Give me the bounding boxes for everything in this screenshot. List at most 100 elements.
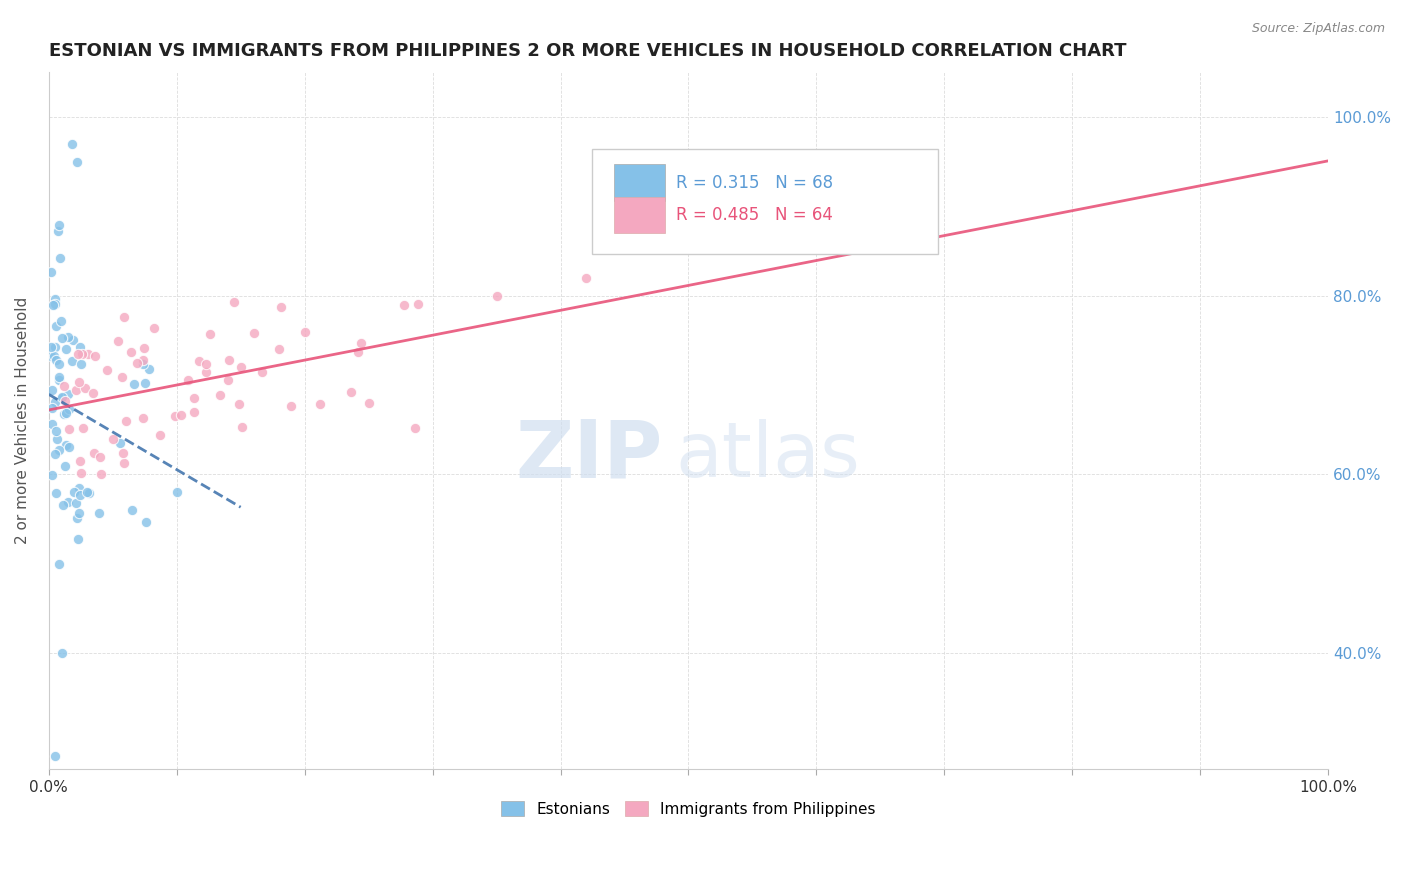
Text: R = 0.315   N = 68: R = 0.315 N = 68 xyxy=(676,174,832,192)
Point xyxy=(67,481,90,495)
Text: Source: ZipAtlas.com: Source: ZipAtlas.com xyxy=(1251,22,1385,36)
Point xyxy=(228,397,250,411)
Point xyxy=(48,442,70,457)
Point xyxy=(45,424,67,438)
Point xyxy=(120,345,142,359)
Point xyxy=(63,485,86,500)
Point xyxy=(208,388,231,402)
Point xyxy=(58,495,80,509)
Point xyxy=(67,375,90,389)
Point xyxy=(177,373,200,387)
Point xyxy=(217,373,239,387)
FancyBboxPatch shape xyxy=(614,164,665,201)
Text: R = 0.485   N = 64: R = 0.485 N = 64 xyxy=(676,206,832,224)
Point xyxy=(39,349,62,363)
Point xyxy=(294,325,316,339)
Point xyxy=(231,419,253,434)
Point xyxy=(46,224,69,238)
Point xyxy=(44,349,66,363)
Point xyxy=(112,446,135,460)
Point xyxy=(44,395,66,409)
Point xyxy=(404,421,426,435)
Point xyxy=(83,349,105,363)
Point xyxy=(77,347,100,361)
Point xyxy=(195,357,218,371)
Point xyxy=(53,393,76,408)
Point xyxy=(135,515,157,529)
Point xyxy=(65,495,87,509)
Point xyxy=(89,450,111,464)
Point xyxy=(121,503,143,517)
Point xyxy=(96,363,118,377)
Legend: Estonians, Immigrants from Philippines: Estonians, Immigrants from Philippines xyxy=(494,793,883,824)
Point xyxy=(149,428,172,442)
Point xyxy=(65,511,87,525)
Point xyxy=(65,383,87,397)
FancyBboxPatch shape xyxy=(592,149,938,253)
Point xyxy=(347,345,370,359)
Point xyxy=(51,314,73,328)
Point xyxy=(132,341,155,355)
Text: ZIP: ZIP xyxy=(516,417,662,495)
Point xyxy=(58,386,80,401)
Point xyxy=(222,295,245,310)
Point xyxy=(79,485,101,500)
Point xyxy=(55,438,77,452)
Point xyxy=(51,646,73,660)
Point xyxy=(107,334,129,348)
Point xyxy=(69,340,91,354)
Point xyxy=(83,446,105,460)
Point xyxy=(575,271,598,285)
Point xyxy=(53,407,76,421)
Point xyxy=(112,456,135,470)
FancyBboxPatch shape xyxy=(614,197,665,234)
Point xyxy=(166,485,188,500)
Point xyxy=(48,219,70,233)
Point xyxy=(58,422,80,436)
Point xyxy=(394,298,416,312)
Point xyxy=(39,265,62,279)
Point xyxy=(114,414,136,428)
Point xyxy=(132,352,155,367)
Point xyxy=(142,321,165,335)
Point xyxy=(52,498,75,512)
Point xyxy=(218,353,240,368)
Point xyxy=(110,436,132,450)
Point xyxy=(357,396,380,410)
Point xyxy=(89,506,111,520)
Point xyxy=(45,352,67,367)
Point xyxy=(309,397,332,411)
Point xyxy=(69,454,91,468)
Point xyxy=(41,340,63,354)
Point xyxy=(72,420,94,434)
Point xyxy=(170,408,193,422)
Point xyxy=(243,326,266,340)
Point xyxy=(198,326,221,341)
Point xyxy=(485,289,508,303)
Point xyxy=(280,399,302,413)
Point xyxy=(62,333,84,347)
Point xyxy=(112,310,135,325)
Point xyxy=(45,486,67,500)
Point xyxy=(267,343,290,357)
Point xyxy=(134,376,156,391)
Point xyxy=(187,353,209,368)
Point xyxy=(138,362,160,376)
Point xyxy=(350,336,373,351)
Point xyxy=(41,417,63,431)
Y-axis label: 2 or more Vehicles in Household: 2 or more Vehicles in Household xyxy=(15,297,30,544)
Point xyxy=(132,410,155,425)
Point xyxy=(41,401,63,415)
Point xyxy=(270,300,292,314)
Point xyxy=(101,432,124,446)
Point xyxy=(52,378,75,392)
Point xyxy=(250,366,273,380)
Point xyxy=(183,405,205,419)
Point xyxy=(90,467,112,481)
Point xyxy=(41,383,63,397)
Point xyxy=(58,440,80,454)
Point xyxy=(51,391,73,405)
Point xyxy=(340,385,363,400)
Point xyxy=(49,251,72,265)
Point xyxy=(45,432,67,446)
